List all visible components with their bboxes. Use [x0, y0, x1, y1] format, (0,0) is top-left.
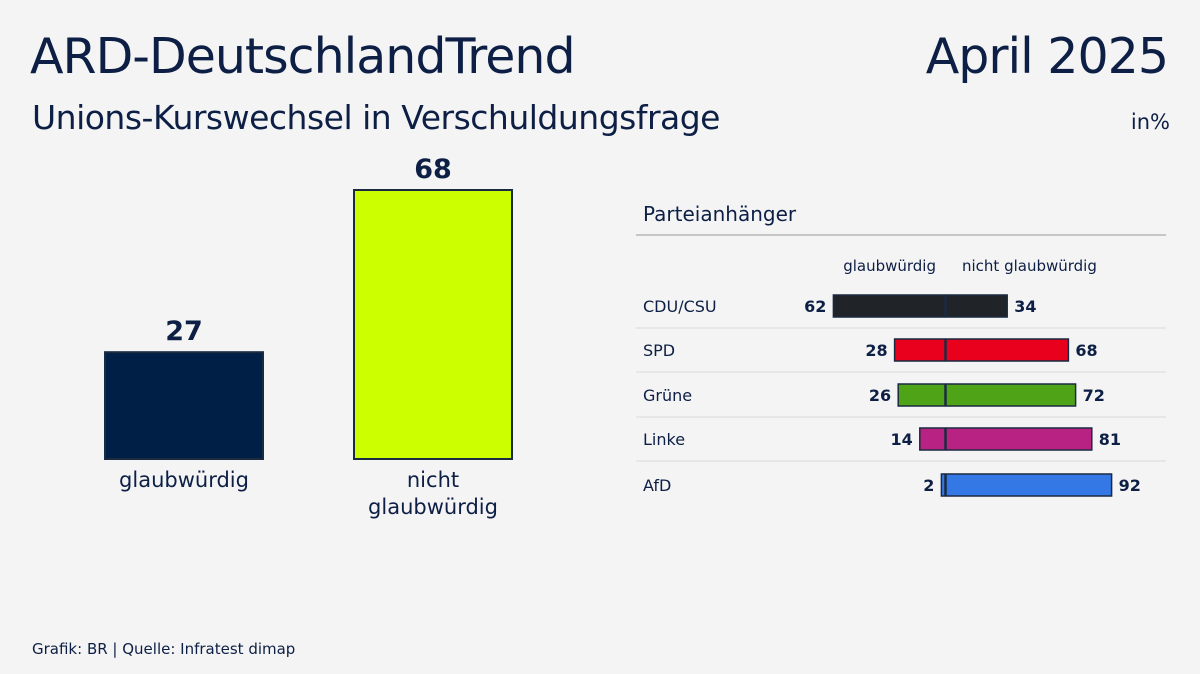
value-left: 26: [869, 386, 891, 405]
party-label: Grüne: [643, 386, 692, 405]
bar-right: [945, 473, 1113, 497]
bar-right: [945, 427, 1093, 451]
bar-left: [832, 294, 946, 318]
bar-right: [945, 383, 1077, 407]
value-left: 14: [891, 430, 913, 449]
value-left: 28: [865, 341, 887, 360]
bar-left: [940, 473, 946, 497]
value-right: 72: [1083, 386, 1105, 405]
unit-label: in%: [1130, 110, 1170, 134]
main-bar-value: 27: [165, 316, 203, 347]
bar-left: [919, 427, 946, 451]
chart-subtitle: Unions-Kurswechsel in Verschuldungsfrage: [32, 98, 721, 137]
bar-right: [945, 338, 1070, 362]
value-left: 62: [804, 297, 826, 316]
party-label: Linke: [643, 430, 685, 449]
bar-left: [893, 338, 946, 362]
main-bar-label: glaubwürdig: [119, 468, 249, 492]
legend-left: glaubwürdig: [843, 257, 936, 275]
main-bar: [104, 351, 264, 460]
value-right: 81: [1099, 430, 1121, 449]
source-footer: Grafik: BR | Quelle: Infratest dimap: [32, 640, 296, 658]
panel-title: Parteianhänger: [643, 202, 797, 226]
survey-date: April 2025: [925, 28, 1169, 85]
main-bar-value: 68: [414, 154, 452, 185]
main-bar: [353, 189, 513, 460]
value-right: 34: [1014, 297, 1036, 316]
bar-left: [897, 383, 946, 407]
legend-right: nicht glaubwürdig: [962, 257, 1097, 275]
value-right: 92: [1119, 476, 1141, 495]
chart-title: ARD-DeutschlandTrend: [30, 28, 576, 85]
party-label: AfD: [643, 476, 671, 495]
main-bar-label: nicht: [407, 468, 459, 492]
main-bar-label: glaubwürdig: [368, 495, 498, 519]
value-left: 2: [923, 476, 934, 495]
party-label: SPD: [643, 341, 675, 360]
party-label: CDU/CSU: [643, 297, 717, 316]
value-right: 68: [1075, 341, 1097, 360]
bar-right: [945, 294, 1008, 318]
